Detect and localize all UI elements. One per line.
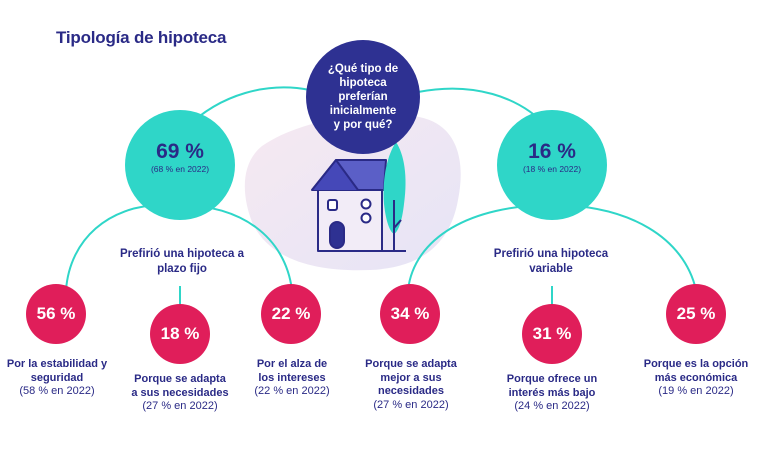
variable-reason-2-label: Porque ofrece un interés más bajo (24 % … <box>496 373 608 414</box>
variable-reason-1-prev: (27 % en 2022) <box>373 398 449 411</box>
variable-reason-3-circle: 25 % <box>666 284 726 344</box>
tree-illustration <box>372 142 406 252</box>
fixed-reason-2-text: Porque se adapta a sus necesidades <box>131 373 229 399</box>
fixed-value: 69 % <box>156 139 204 163</box>
variable-reason-1-label: Porque se adapta mejor a sus necesidades… <box>356 358 466 412</box>
fixed-reason-2-circle: 18 % <box>150 304 210 364</box>
fixed-prev: (68 % en 2022) <box>150 163 210 174</box>
variable-reason-1-circle: 34 % <box>380 284 440 344</box>
variable-label: Prefirió una hipoteca variable <box>493 248 609 275</box>
question-text: ¿Qué tipo de hipoteca preferían inicialm… <box>327 63 399 131</box>
variable-reason-3-text: Porque es la opción más económica <box>643 358 749 384</box>
question-circle: ¿Qué tipo de hipoteca preferían inicialm… <box>306 40 420 154</box>
fixed-reason-3-text: Por el alza de los intereses <box>256 358 328 384</box>
fixed-reason-3-label: Por el alza de los intereses (22 % en 20… <box>248 358 336 399</box>
variable-circle: 16 % (18 % en 2022) <box>497 110 607 220</box>
fixed-reason-2-label: Porque se adapta a sus necesidades (27 %… <box>130 373 230 414</box>
house-illustration <box>311 159 387 252</box>
variable-reason-2-circle: 31 % <box>522 304 582 364</box>
fixed-reason-1-circle: 56 % <box>26 284 86 344</box>
page-title: Tipología de hipoteca <box>56 28 227 47</box>
fixed-reason-3-prev: (22 % en 2022) <box>254 385 330 397</box>
variable-reason-2-text: Porque ofrece un interés más bajo <box>506 373 598 399</box>
variable-prev: (18 % en 2022) <box>522 163 582 174</box>
variable-reason-3-prev: (19 % en 2022) <box>658 385 734 397</box>
fixed-circle: 69 % (68 % en 2022) <box>125 110 235 220</box>
variable-reason-3-label: Porque es la opción más económica (19 % … <box>636 358 756 399</box>
fixed-reason-1-text: Por la estabilidad y seguridad <box>6 358 108 384</box>
fixed-reason-2-prev: (27 % en 2022) <box>142 400 218 412</box>
fixed-label: Prefirió una hipoteca a plazo fijo <box>120 248 244 275</box>
variable-reason-1-text: Porque se adapta mejor a sus necesidades <box>365 358 457 397</box>
fixed-reason-1-label: Por la estabilidad y seguridad (58 % en … <box>2 358 112 399</box>
fixed-reason-1-prev: (58 % en 2022) <box>19 385 95 397</box>
variable-reason-2-prev: (24 % en 2022) <box>514 400 590 412</box>
fixed-reason-3-circle: 22 % <box>261 284 321 344</box>
variable-value: 16 % <box>528 139 576 163</box>
